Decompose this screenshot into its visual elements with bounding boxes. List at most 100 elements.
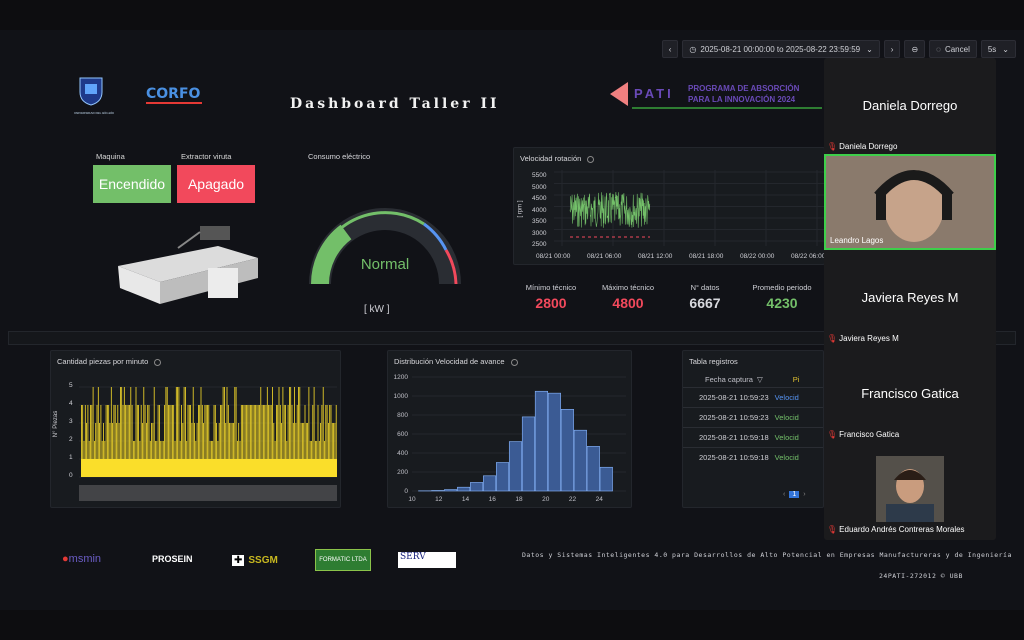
pieces-bar [157, 405, 159, 459]
pieces-bar [147, 405, 149, 459]
pieces-bar [95, 423, 97, 459]
pieces-bar [126, 405, 128, 459]
pieces-bar [334, 423, 336, 459]
pieces-bar [257, 405, 259, 459]
rotation-y-tick: 5500 [532, 172, 547, 179]
pieces-bar [273, 423, 275, 459]
pieces-bar [178, 387, 180, 459]
pieces-bar [155, 441, 156, 459]
participant-display-name: Francisco Gatica [861, 386, 959, 401]
dist-x-tick: 20 [542, 496, 550, 503]
info-icon[interactable] [510, 358, 518, 366]
page-title: Dashboard Taller II [290, 96, 500, 112]
table-cell-type: Velocid [774, 433, 799, 442]
pieces-bar [90, 405, 91, 459]
pieces-bar [230, 423, 232, 459]
pieces-bar [326, 405, 328, 459]
dist-y-tick: 400 [397, 450, 408, 457]
table-row[interactable]: 2025-08-21 10:59:23 Velocid [683, 407, 823, 427]
next-page-button[interactable]: › [803, 491, 806, 498]
prev-page-button[interactable]: ‹ [783, 491, 786, 498]
stat-value: 6667 [689, 295, 721, 311]
pieces-bar [213, 405, 215, 459]
participant-name: 🎙 Francisco Gatica [827, 430, 900, 439]
filter-icon[interactable]: ▽ [756, 374, 763, 384]
pieces-bar [242, 405, 243, 459]
pieces-bar [224, 387, 225, 459]
time-forward-button[interactable]: › [883, 40, 901, 58]
histogram-bar [444, 489, 458, 492]
stat-label: Promedio periodo [752, 283, 812, 292]
pieces-bar [294, 387, 295, 459]
pieces-bar [107, 405, 108, 459]
pieces-bar [191, 423, 193, 459]
extractor-label: Extractor viruta [181, 152, 232, 161]
pieces-bar [203, 423, 204, 459]
table-cell-date: 2025-08-21 10:59:23 [699, 393, 769, 402]
info-icon[interactable] [587, 155, 595, 163]
info-icon[interactable] [154, 358, 162, 366]
page-button-1[interactable]: 1 [789, 491, 800, 498]
pieces-bar [188, 405, 190, 459]
stat-label: Mínimo técnico [525, 283, 577, 292]
time-range-picker[interactable]: ◷ 2025-08-21 00:00:00 to 2025-08-22 23:59… [682, 40, 880, 58]
pieces-bar [96, 405, 98, 459]
pieces-bar [143, 387, 145, 459]
pieces-bar [153, 387, 155, 459]
pieces-bar [195, 441, 197, 459]
pieces-bar [116, 423, 117, 459]
participant-name: 🎙 Javiera Reyes M [827, 334, 899, 343]
rotation-y-tick: 2500 [532, 241, 547, 248]
pieces-bar [82, 405, 84, 459]
participant-name: 🎙 Daniela Dorrego [827, 142, 898, 151]
dist-x-tick: 10 [408, 496, 416, 503]
mic-muted-icon: 🎙 [827, 142, 838, 151]
table-row[interactable]: 2025-08-21 10:59:18 Velocid [683, 447, 823, 467]
stat-value: 2800 [535, 295, 567, 311]
time-back-button[interactable]: ‹ [661, 40, 679, 58]
pieces-bar [305, 423, 307, 459]
rotation-ylabel: [ rpm ] [517, 200, 524, 218]
table-row[interactable]: 2025-08-21 10:59:23 Velocid [683, 387, 823, 407]
pieces-bar [251, 405, 253, 459]
pieces-bar [208, 405, 210, 459]
participant-video [876, 456, 944, 522]
pieces-bar [333, 423, 334, 459]
table-panel: Tabla registros Fecha captura ▽ Pi 2025-… [682, 350, 824, 508]
pieces-bar [205, 405, 207, 459]
refresh-interval-select[interactable]: 5s ⌄ [980, 40, 1016, 58]
pieces-bar [290, 387, 292, 459]
table-header[interactable]: Fecha captura ▽ Pi [705, 374, 800, 384]
pieces-bar [274, 441, 276, 459]
rotation-y-tick: 4000 [532, 206, 547, 214]
pagination: ‹ 1 › [783, 491, 806, 498]
pieces-bar [131, 405, 133, 459]
dist-y-tick: 200 [397, 469, 408, 476]
pieces-bar [222, 387, 224, 459]
pieces-bar [255, 405, 256, 459]
serv-logo: SERV [398, 552, 456, 568]
table-row[interactable]: 2025-08-21 10:59:18 Velocid [683, 427, 823, 447]
pieces-bar [100, 405, 102, 459]
pieces-bar [185, 387, 186, 459]
pieces-bar [246, 405, 247, 459]
histogram-bar [521, 416, 536, 492]
zoom-out-button[interactable]: ⊖ [904, 40, 926, 58]
pieces-bar [169, 405, 171, 459]
maquina-status-badge: Encendido [93, 165, 171, 203]
cancel-button[interactable]: ◌ Cancel [929, 40, 977, 58]
pieces-bar [229, 423, 230, 459]
pieces-bar [259, 405, 260, 459]
pieces-bar [220, 405, 221, 459]
loading-icon: ◌ [936, 44, 941, 54]
pieces-bar [129, 405, 130, 459]
pieces-bar [263, 405, 264, 459]
pieces-bar [272, 387, 273, 459]
pati-logo: PATI PROGRAMA DE ABSORCIÓN PARA LA INNOV… [610, 82, 824, 112]
mic-muted-icon: 🎙 [827, 430, 838, 439]
dist-x-tick: 14 [462, 496, 470, 503]
pieces-bar [320, 423, 321, 459]
pieces-bar [295, 423, 297, 459]
pieces-bar [234, 387, 236, 459]
dist-x-tick: 16 [489, 496, 497, 503]
